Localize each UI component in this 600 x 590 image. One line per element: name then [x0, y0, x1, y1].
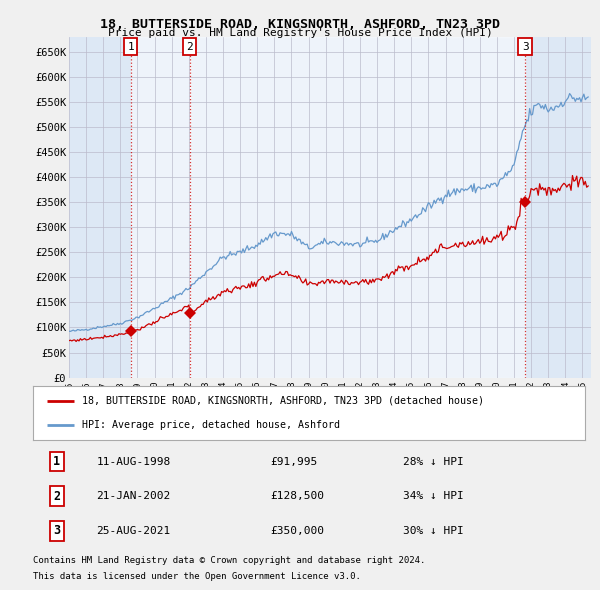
Text: 1: 1 [53, 455, 60, 468]
Bar [131, 37, 190, 378]
Text: HPI: Average price, detached house, Ashford: HPI: Average price, detached house, Ashf… [82, 420, 340, 430]
Text: This data is licensed under the Open Government Licence v3.0.: This data is licensed under the Open Gov… [33, 572, 361, 581]
Text: 28% ↓ HPI: 28% ↓ HPI [403, 457, 464, 467]
Text: 18, BUTTERSIDE ROAD, KINGSNORTH, ASHFORD, TN23 3PD (detached house): 18, BUTTERSIDE ROAD, KINGSNORTH, ASHFORD… [82, 396, 484, 406]
Text: 30% ↓ HPI: 30% ↓ HPI [403, 526, 464, 536]
Text: 11-AUG-1998: 11-AUG-1998 [97, 457, 171, 467]
Text: 34% ↓ HPI: 34% ↓ HPI [403, 491, 464, 501]
Text: 25-AUG-2021: 25-AUG-2021 [97, 526, 171, 536]
Text: 2: 2 [53, 490, 60, 503]
Text: £91,995: £91,995 [271, 457, 317, 467]
Text: £350,000: £350,000 [271, 526, 325, 536]
Text: Contains HM Land Registry data © Crown copyright and database right 2024.: Contains HM Land Registry data © Crown c… [33, 556, 425, 565]
Text: 3: 3 [53, 525, 60, 537]
Text: 18, BUTTERSIDE ROAD, KINGSNORTH, ASHFORD, TN23 3PD: 18, BUTTERSIDE ROAD, KINGSNORTH, ASHFORD… [100, 18, 500, 31]
Bar [190, 37, 525, 378]
Text: 2: 2 [186, 42, 193, 51]
Text: 21-JAN-2002: 21-JAN-2002 [97, 491, 171, 501]
Text: £128,500: £128,500 [271, 491, 325, 501]
Text: Price paid vs. HM Land Registry's House Price Index (HPI): Price paid vs. HM Land Registry's House … [107, 28, 493, 38]
Text: 3: 3 [522, 42, 529, 51]
Text: 1: 1 [127, 42, 134, 51]
